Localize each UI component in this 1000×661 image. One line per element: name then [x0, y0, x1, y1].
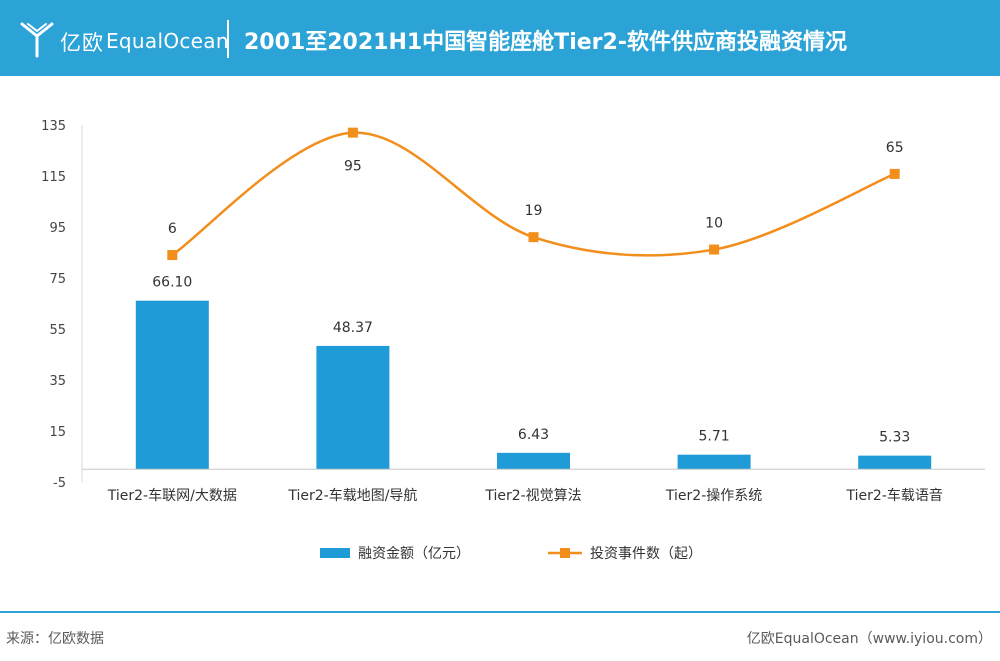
legend-line-marker	[560, 548, 570, 558]
y-tick-label: 115	[41, 170, 66, 185]
x-axis: Tier2-车联网/大数据 Tier2-车载地图/导航 Tier2-视觉算法 Tier…	[107, 487, 943, 504]
legend-label: 融资金额（亿元）	[358, 546, 470, 562]
line-series: 6 95 19 10 65	[167, 127, 904, 261]
bar	[316, 345, 390, 470]
line-point-marker	[347, 127, 358, 138]
bar-value-label: 6.43	[518, 427, 549, 443]
legend-label: 投资事件数（起）	[590, 546, 702, 562]
legend-bar-swatch	[320, 548, 350, 558]
x-tick-label: Tier2-视觉算法	[484, 488, 581, 504]
logo-chinese-text: 亿欧	[60, 31, 104, 55]
bar-value-label: 66.10	[152, 275, 192, 291]
y-tick-label: 15	[49, 425, 66, 440]
bar	[135, 300, 209, 470]
equalocean-logo-icon	[20, 22, 54, 58]
bar-value-label: 5.71	[699, 429, 730, 445]
bar	[858, 455, 932, 470]
line-value-label: 65	[886, 140, 904, 156]
x-tick-label: Tier2-操作系统	[665, 488, 762, 504]
logo-english-text: EqualOcean	[106, 29, 229, 53]
y-axis: 135 115 95 75 55 35 15 -5	[41, 119, 83, 491]
bar	[497, 452, 570, 470]
y-tick-label: 35	[49, 374, 66, 389]
y-tick-label: 55	[49, 323, 66, 338]
bar	[677, 454, 751, 470]
source-note: 来源：亿欧数据	[6, 631, 104, 647]
y-tick-label: 135	[41, 119, 66, 134]
line-value-label: 19	[525, 203, 543, 219]
header-divider	[227, 20, 229, 58]
credit-note: 亿欧EqualOcean（www.iyiou.com）	[746, 631, 992, 647]
header-bar: 亿欧 EqualOcean 2001至2021H1中国智能座舱Tier2-软件供…	[0, 0, 1000, 76]
legend: 融资金额（亿元） 投资事件数（起）	[320, 546, 702, 562]
line-value-label: 10	[705, 216, 723, 232]
chart-canvas: 135 115 95 75 55 35 15 -5 66.10 48.37 6.43 5.71 5.3…	[41, 119, 985, 562]
footer-divider	[0, 611, 1000, 613]
bar-series: 66.10 48.37 6.43 5.71 5.33	[135, 275, 932, 470]
line-value-label: 95	[344, 159, 362, 175]
y-tick-label: 75	[49, 272, 66, 287]
line-series-path	[171, 131, 896, 257]
bar-value-label: 5.33	[879, 430, 910, 446]
x-tick-label: Tier2-车载语音	[846, 487, 943, 504]
line-point-marker	[709, 244, 720, 255]
x-tick-label: Tier2-车载地图/导航	[287, 487, 417, 504]
y-tick-label: 95	[49, 221, 66, 236]
line-point-marker	[167, 250, 178, 261]
bar-value-label: 48.37	[333, 320, 373, 336]
line-point-marker	[889, 168, 900, 179]
chart-title: 2001至2021H1中国智能座舱Tier2-软件供应商投融资情况	[244, 30, 847, 55]
y-tick-label: -5	[53, 476, 66, 491]
line-point-marker	[528, 232, 539, 243]
x-tick-label: Tier2-车联网/大数据	[107, 487, 237, 504]
line-value-label: 6	[168, 221, 177, 237]
